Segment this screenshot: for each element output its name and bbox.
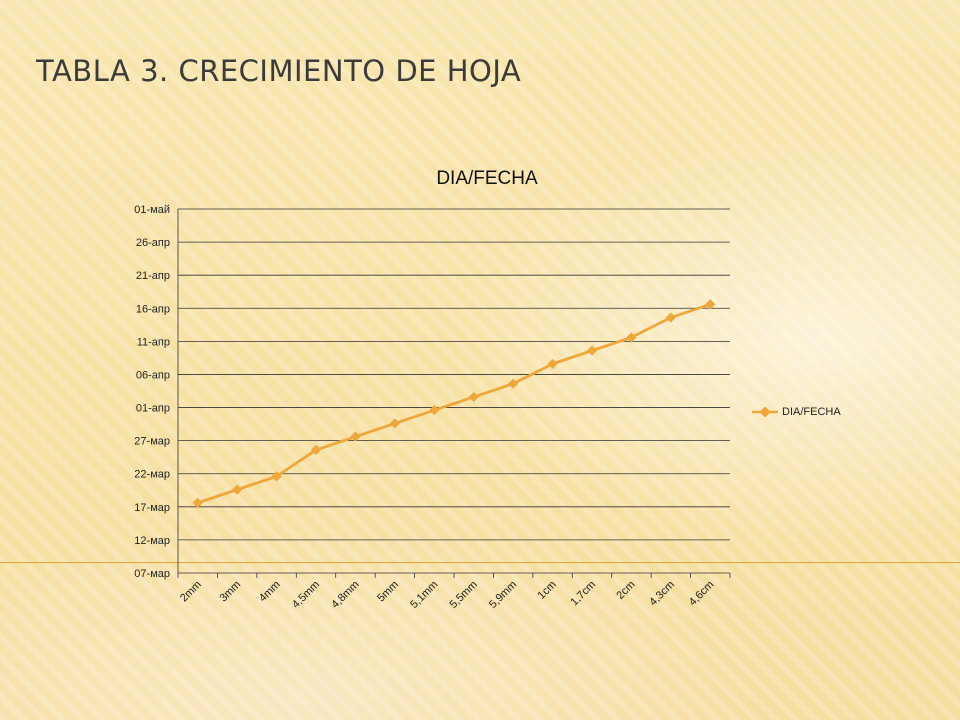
x-tick-label: 5,9mm — [487, 579, 519, 611]
x-tick-label: 4,8mm — [329, 579, 361, 611]
x-tick-label: 1cm — [536, 579, 559, 602]
data-point — [350, 431, 361, 442]
data-point — [271, 471, 282, 482]
x-tick-label: 4,6cm — [687, 579, 717, 609]
x-tick-label: 3mm — [217, 579, 243, 605]
x-tick-label: 2cm — [614, 579, 637, 602]
x-axis-ticks: 2mm 3mm 4mm 4,5mm 4,8mm 5mm 5,1mm 5,5mm 5,9mm 1cm… — [177, 573, 731, 611]
data-point — [547, 358, 558, 369]
x-tick-label: 4,5mm — [290, 579, 322, 611]
y-tick-label: 21-апр — [136, 270, 170, 282]
y-axis-ticks: 07-мар 12-мар 17-мар 22-мар 27-мар 01-апр 06-а… — [134, 204, 170, 580]
y-tick-label: 22-мар — [134, 469, 170, 481]
x-tick-label: 5,1mm — [408, 579, 440, 611]
x-tick-label: 1,7cm — [568, 579, 598, 609]
data-point — [232, 484, 243, 495]
data-point — [389, 418, 400, 429]
slide-title: TABLA 3. CRECIMIENTO DE HOJA — [36, 54, 522, 88]
legend-marker — [752, 407, 778, 417]
y-tick-label: 27-мар — [134, 436, 170, 448]
x-tick-label: 4,3cm — [647, 579, 677, 609]
data-point — [508, 378, 519, 389]
data-point — [310, 444, 322, 455]
y-tick-label: 26-апр — [136, 237, 170, 249]
chart-title: DIA/FECHA — [436, 168, 538, 189]
grid-lines — [177, 208, 730, 574]
legend-label: DIA/FECHA — [782, 406, 841, 418]
data-point — [626, 332, 637, 343]
y-tick-label: 06-апр — [136, 369, 170, 381]
legend: DIA/FECHA — [752, 406, 841, 418]
series-path — [197, 302, 711, 505]
y-tick-label: 01-май — [134, 204, 170, 216]
y-tick-label: 17-мар — [134, 502, 170, 514]
data-point — [192, 497, 203, 508]
x-tick-label: 5mm — [375, 579, 401, 605]
data-point — [705, 299, 716, 310]
y-tick-label: 12-мар — [134, 535, 170, 547]
y-tick-label: 01-апр — [136, 403, 170, 415]
y-tick-label: 11-апр — [137, 336, 170, 348]
y-tick-label: 07-мар — [134, 568, 170, 580]
x-tick-label: 4mm — [257, 579, 283, 605]
data-point — [665, 312, 676, 323]
data-point — [586, 345, 598, 356]
slide-accent-line — [0, 562, 960, 563]
x-tick-label: 2mm — [178, 579, 204, 605]
data-point — [429, 405, 440, 416]
y-tick-label: 16-апр — [136, 303, 170, 315]
x-tick-label: 5,5mm — [448, 579, 480, 611]
series-line — [192, 299, 716, 508]
data-point — [468, 391, 479, 403]
